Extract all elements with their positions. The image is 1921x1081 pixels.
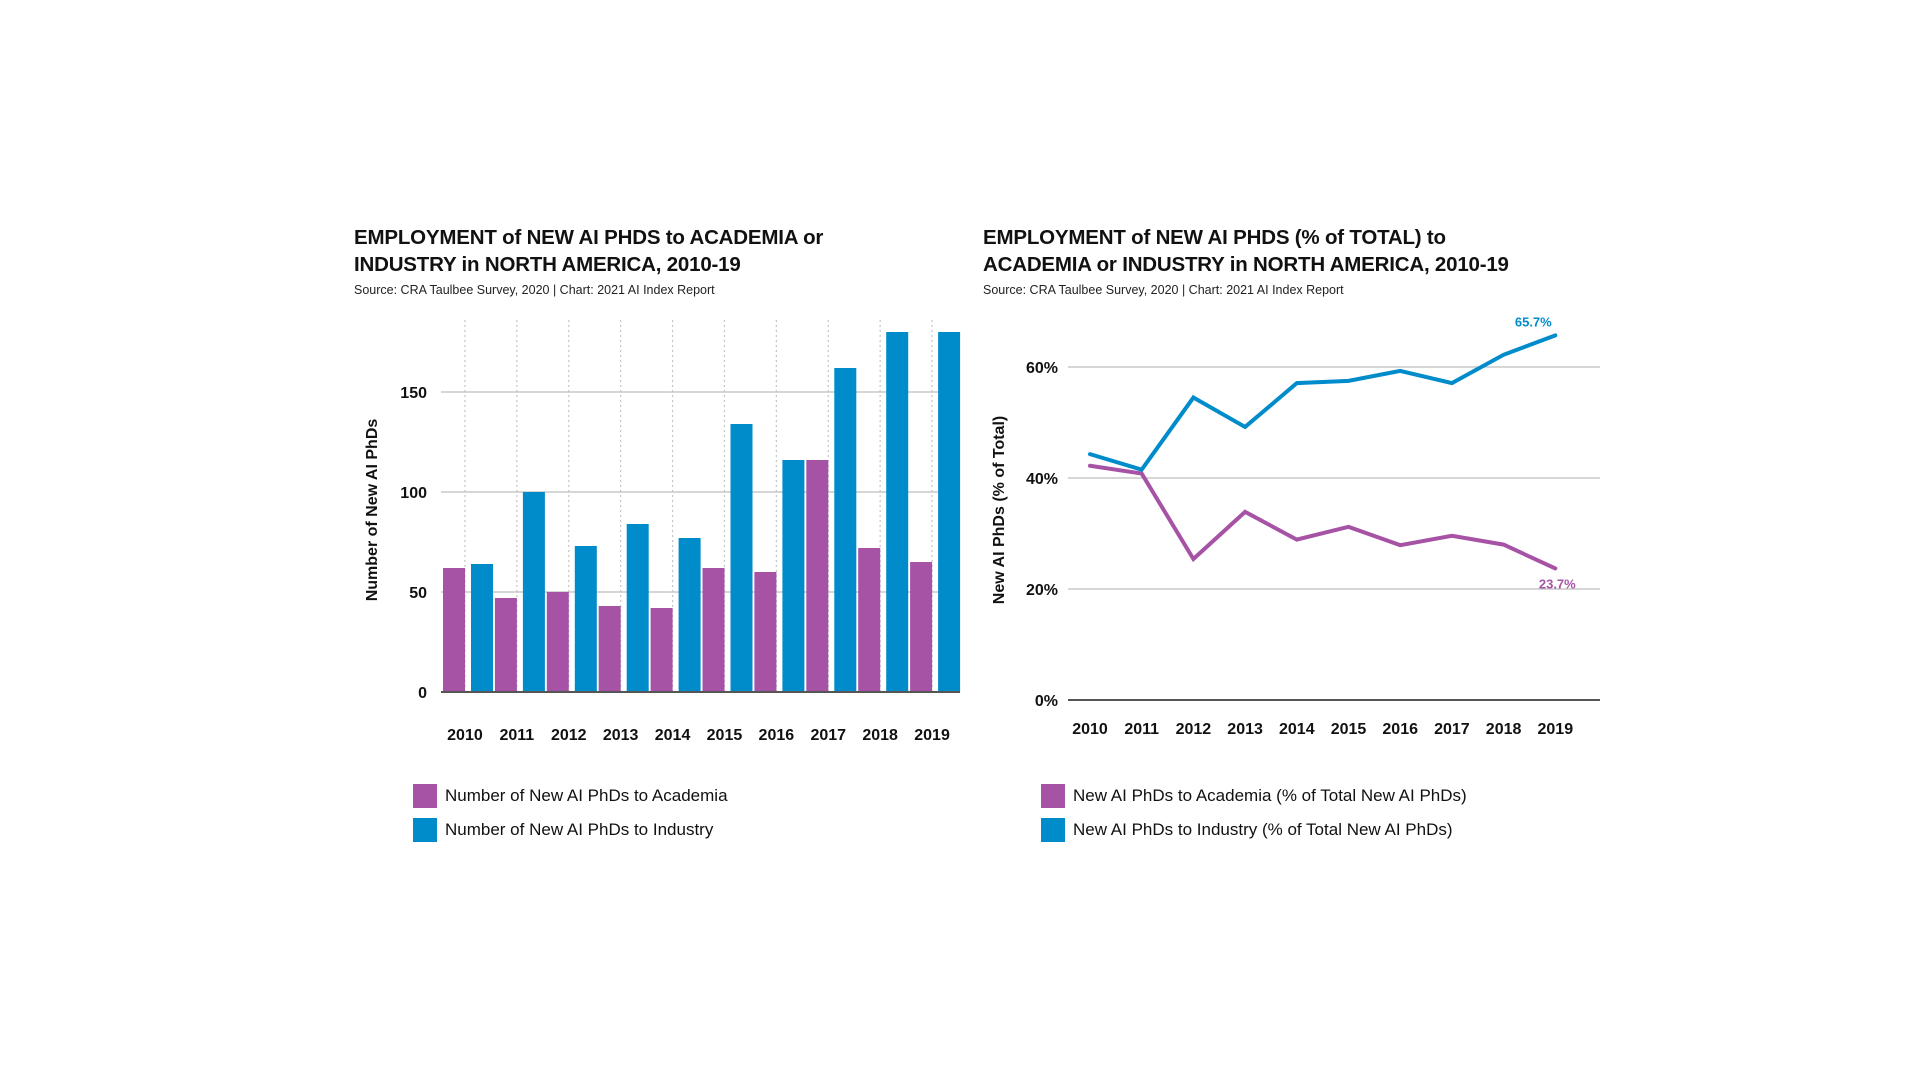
bar-academia-2013 [598, 606, 621, 692]
line-y-tick-label: 20% [1026, 582, 1058, 599]
line-chart-title-line-2: ACADEMIA or INDUSTRY in NORTH AMERICA, 2… [983, 253, 1509, 276]
line-x-tick-label: 2013 [1227, 721, 1263, 738]
legend-item-industry: Number of New AI PhDs to Industry [413, 813, 728, 847]
line-x-tick-label: 2011 [1124, 721, 1159, 738]
bar-academia-2017 [806, 460, 829, 692]
bar-chart-y-axis-title: Number of New AI PhDs [364, 419, 381, 602]
bar-x-tick-label: 2018 [862, 727, 898, 744]
bar-academia-2014 [650, 608, 673, 692]
line-x-tick-label: 2016 [1382, 721, 1418, 738]
bar-x-tick-label: 2015 [707, 727, 743, 744]
line-y-tick-label: 0% [1035, 693, 1058, 710]
bar-chart-title-line-1: EMPLOYMENT of NEW AI PHDS to ACADEMIA or [354, 226, 824, 249]
bar-academia-2015 [702, 568, 725, 692]
line-x-tick-label: 2014 [1279, 721, 1315, 738]
line-end-label-academia: 23.7% [1539, 576, 1576, 591]
bar-industry-2017 [834, 368, 857, 692]
bar-academia-2012 [546, 592, 569, 692]
legend-item-academia-pct: New AI PhDs to Academia (% of Total New … [1041, 779, 1467, 813]
legend-item-academia: Number of New AI PhDs to Academia [413, 779, 728, 813]
bar-y-tick-label: 50 [409, 585, 427, 602]
bar-y-tick-label: 150 [400, 385, 427, 402]
line-x-tick-label: 2015 [1331, 721, 1367, 738]
line-chart-axes: 0% 20% 40% 60% 2010 2011 2012 2013 2014 2015 2016 2… [1026, 360, 1600, 738]
legend-label-industry: Number of New AI PhDs to Industry [445, 820, 714, 839]
bar-x-tick-label: 2010 [447, 727, 483, 744]
bar-y-tick-label: 100 [400, 485, 427, 502]
legend-swatch-industry-pct [1041, 818, 1065, 842]
bar-industry-2013 [626, 524, 649, 692]
legend-swatch-academia-pct [1041, 784, 1065, 808]
bar-industry-2016 [782, 460, 805, 692]
bar-x-tick-label: 2017 [810, 727, 846, 744]
line-y-tick-label: 40% [1026, 471, 1058, 488]
line-chart-title: EMPLOYMENT of NEW AI PHDS (% of TOTAL) t… [983, 224, 1509, 278]
legend-label-industry-pct: New AI PhDs to Industry (% of Total New … [1073, 820, 1453, 839]
bar-academia-2019 [910, 562, 933, 692]
bar-x-tick-label: 2016 [759, 727, 795, 744]
bar-chart-title-line-2: INDUSTRY in NORTH AMERICA, 2010-19 [354, 253, 741, 276]
bar-x-tick-label: 2011 [499, 727, 534, 744]
legend-label-academia-pct: New AI PhDs to Academia (% of Total New … [1073, 786, 1467, 805]
bar-industry-2011 [522, 492, 545, 692]
bar-academia-2011 [494, 598, 517, 692]
line-x-tick-label: 2010 [1072, 721, 1108, 738]
bar-x-tick-label: 2014 [655, 727, 691, 744]
line-x-tick-label: 2017 [1434, 721, 1470, 738]
line-chart-legend: New AI PhDs to Academia (% of Total New … [1041, 779, 1467, 847]
legend-swatch-industry [413, 818, 437, 842]
legend-swatch-academia [413, 784, 437, 808]
legend-label-academia: Number of New AI PhDs to Academia [445, 786, 728, 805]
bar-x-tick-label: 2013 [603, 727, 639, 744]
line-series-academia [1088, 463, 1558, 571]
bar-industry-2018 [886, 332, 909, 692]
line-chart-lines: 23.7% 65.7% [1088, 314, 1576, 591]
line-y-tick-label: 60% [1026, 360, 1058, 377]
bar-chart-legend: Number of New AI PhDs to Academia Number… [413, 779, 728, 847]
bar-chart-axes: 0 50 100 150 2010 2011 2012 2013 2014 2015 2016 201… [400, 385, 960, 744]
bar-x-tick-label: 2019 [914, 727, 950, 744]
line-chart-source: Source: CRA Taulbee Survey, 2020 | Chart… [983, 283, 1344, 297]
bar-industry-2010 [471, 564, 493, 692]
bar-academia-2018 [858, 548, 881, 692]
bar-chart-bars [443, 332, 961, 692]
line-series-industry [1088, 333, 1558, 473]
bar-chart-source: Source: CRA Taulbee Survey, 2020 | Chart… [354, 283, 715, 297]
bar-y-tick-label: 0 [418, 685, 427, 702]
bar-chart-title: EMPLOYMENT of NEW AI PHDS to ACADEMIA or… [354, 224, 823, 278]
legend-item-industry-pct: New AI PhDs to Industry (% of Total New … [1041, 813, 1467, 847]
line-end-label-industry: 65.7% [1515, 314, 1552, 329]
bar-academia-2016 [754, 572, 777, 692]
line-chart-grid [1068, 366, 1600, 590]
bar-industry-2012 [574, 546, 597, 692]
line-x-tick-label: 2019 [1538, 721, 1574, 738]
line-x-tick-label: 2018 [1486, 721, 1522, 738]
bar-industry-2014 [678, 538, 701, 692]
bar-x-tick-label: 2012 [551, 727, 587, 744]
line-chart-y-axis-title: New AI PhDs (% of Total) [991, 416, 1008, 604]
bar-industry-2019 [938, 332, 961, 692]
bar-industry-2015 [730, 424, 753, 692]
line-chart-title-line-1: EMPLOYMENT of NEW AI PHDS (% of TOTAL) t… [983, 226, 1446, 249]
line-x-tick-label: 2012 [1176, 721, 1212, 738]
bar-academia-2010 [443, 568, 465, 692]
